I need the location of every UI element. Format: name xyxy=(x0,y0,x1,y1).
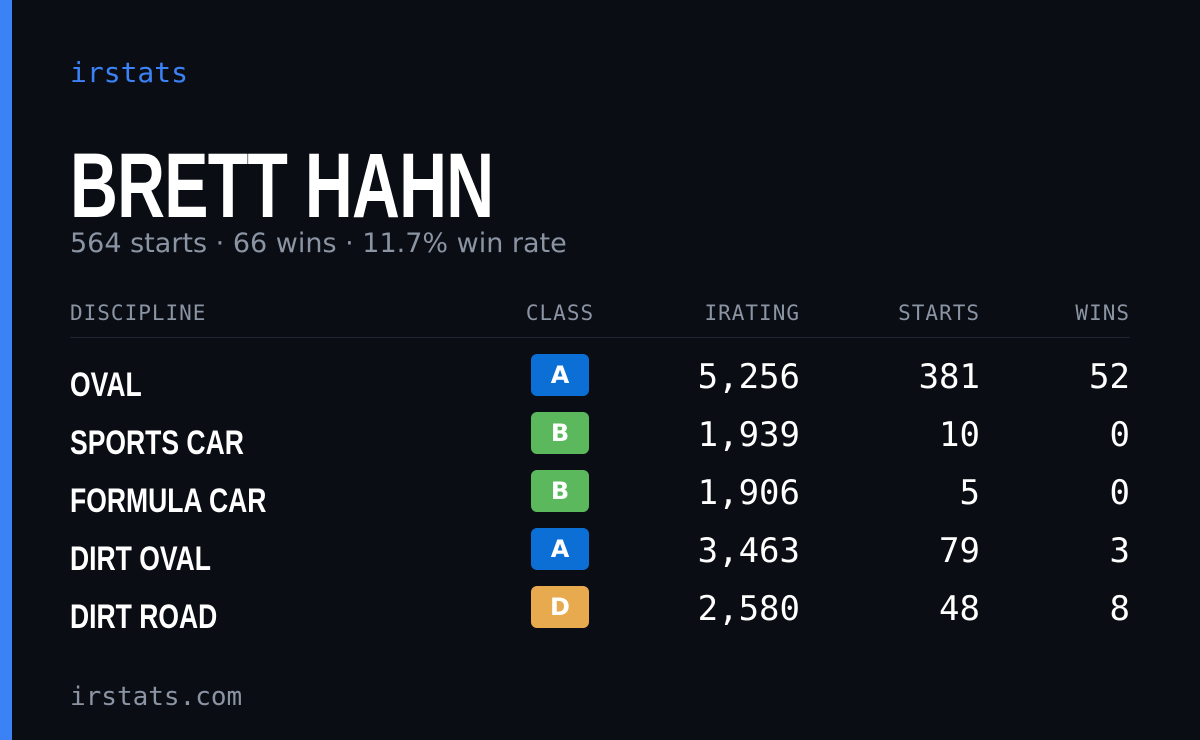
column-header: CLASS xyxy=(525,301,595,325)
driver-name: BRETT HAHN xyxy=(70,135,494,237)
class-badge: B xyxy=(531,412,589,454)
class-badge: A xyxy=(531,354,589,396)
starts: 381 xyxy=(918,357,980,397)
starts: 79 xyxy=(939,531,980,571)
discipline: FORMULA CAR xyxy=(70,482,267,520)
discipline: SPORTS CAR xyxy=(70,424,244,462)
irating: 2,580 xyxy=(697,589,800,629)
irating: 1,939 xyxy=(697,415,800,455)
wins: 0 xyxy=(1109,473,1130,513)
irating: 5,256 xyxy=(697,357,800,397)
summary: 564 starts · 66 wins · 11.7% win rate xyxy=(70,228,567,259)
class-badge: B xyxy=(531,470,589,512)
irating: 1,906 xyxy=(697,473,800,513)
wins: 52 xyxy=(1089,357,1130,397)
accent-bar xyxy=(0,0,12,740)
column-header: DISCIPLINE xyxy=(70,301,207,325)
starts: 5 xyxy=(959,473,980,513)
footer: irstats.com xyxy=(70,682,243,712)
column-header: STARTS xyxy=(898,301,980,325)
class-badge: A xyxy=(531,528,589,570)
column-header: WINS xyxy=(1075,301,1130,325)
starts: 48 xyxy=(939,589,980,629)
starts: 10 xyxy=(939,415,980,455)
discipline: OVAL xyxy=(70,366,142,404)
column-header: IRATING xyxy=(704,301,800,325)
discipline: DIRT OVAL xyxy=(70,540,211,578)
wins: 8 xyxy=(1109,589,1130,629)
irating: 3,463 xyxy=(697,531,800,571)
wins: 0 xyxy=(1109,415,1130,455)
class-badge: D xyxy=(531,586,589,628)
header-rule xyxy=(70,337,1130,338)
brand: irstats xyxy=(70,56,189,89)
wins: 3 xyxy=(1109,531,1130,571)
discipline: DIRT ROAD xyxy=(70,598,218,636)
